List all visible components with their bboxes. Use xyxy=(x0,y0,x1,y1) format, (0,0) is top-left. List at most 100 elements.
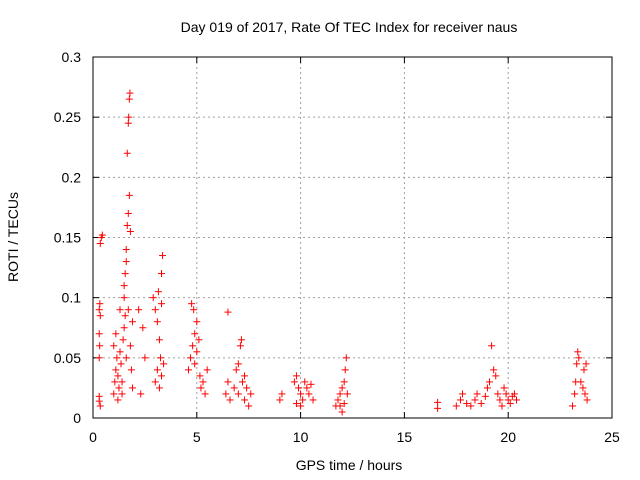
data-point xyxy=(98,231,106,239)
data-point xyxy=(125,95,133,103)
data-point xyxy=(191,360,199,368)
data-point xyxy=(153,366,161,374)
data-point xyxy=(201,390,209,398)
data-point xyxy=(488,342,496,350)
x-tick-label: 5 xyxy=(193,429,201,445)
data-point xyxy=(241,396,249,404)
data-point xyxy=(126,227,134,235)
x-tick-label: 0 xyxy=(89,429,97,445)
data-point xyxy=(126,89,134,97)
data-point xyxy=(494,390,502,398)
data-point xyxy=(96,402,104,410)
data-point xyxy=(571,390,579,398)
data-point xyxy=(141,354,149,362)
data-point xyxy=(151,378,159,386)
data-point xyxy=(573,360,581,368)
data-point xyxy=(340,400,348,408)
x-tick-label: 10 xyxy=(293,429,309,445)
data-point xyxy=(292,372,300,380)
data-point xyxy=(196,372,204,380)
data-point xyxy=(137,390,145,398)
data-point xyxy=(341,366,349,374)
data-point xyxy=(128,384,136,392)
data-point xyxy=(112,330,120,338)
data-point xyxy=(110,390,118,398)
data-point xyxy=(500,384,508,392)
data-point xyxy=(498,402,506,410)
data-point xyxy=(343,390,351,398)
data-point xyxy=(154,288,162,296)
data-point xyxy=(243,384,251,392)
data-point xyxy=(126,342,134,350)
data-point xyxy=(303,384,311,392)
data-point xyxy=(583,396,591,404)
data-point xyxy=(580,366,588,374)
data-point xyxy=(116,348,124,356)
data-point xyxy=(114,372,122,380)
data-point xyxy=(579,384,587,392)
data-point xyxy=(506,400,514,408)
data-point xyxy=(463,400,471,408)
data-point xyxy=(149,294,157,302)
data-point xyxy=(241,372,249,380)
data-point xyxy=(193,348,201,356)
data-point xyxy=(120,294,128,302)
data-point xyxy=(338,408,346,416)
data-point xyxy=(490,366,498,374)
data-point xyxy=(237,336,245,344)
data-point xyxy=(124,119,132,127)
data-point xyxy=(477,400,485,408)
data-point xyxy=(193,318,201,326)
data-point xyxy=(224,308,232,316)
data-point xyxy=(581,390,589,398)
data-point xyxy=(153,318,161,326)
data-point xyxy=(222,390,230,398)
data-point xyxy=(338,384,346,392)
data-point xyxy=(575,354,583,362)
data-point xyxy=(121,312,129,320)
data-point xyxy=(471,396,479,404)
data-point xyxy=(301,378,309,386)
data-point xyxy=(336,390,344,398)
data-point xyxy=(297,402,305,410)
data-point xyxy=(116,306,124,314)
y-tick-label: 0.1 xyxy=(62,290,82,306)
data-point xyxy=(232,366,240,374)
data-point xyxy=(119,336,127,344)
data-point xyxy=(96,240,104,248)
y-axis-label: ROTI / TECUs xyxy=(5,192,21,282)
data-point xyxy=(127,366,135,374)
data-point xyxy=(452,402,460,410)
data-point xyxy=(245,402,253,410)
data-point xyxy=(236,342,244,350)
y-tick-label: 0.3 xyxy=(62,49,82,65)
data-point xyxy=(110,342,118,350)
data-point xyxy=(96,312,104,320)
data-point xyxy=(276,396,284,404)
data-point xyxy=(121,270,129,278)
data-point xyxy=(569,402,577,410)
data-point xyxy=(122,258,130,266)
y-tick-label: 0.05 xyxy=(54,350,81,366)
data-point xyxy=(124,209,132,217)
data-point xyxy=(292,400,300,408)
data-point xyxy=(187,354,195,362)
data-point xyxy=(481,392,489,400)
data-point xyxy=(295,384,303,392)
data-point xyxy=(188,300,196,308)
data-point xyxy=(342,354,350,362)
data-point xyxy=(135,306,143,314)
data-point xyxy=(114,396,122,404)
data-point xyxy=(96,342,104,350)
data-point xyxy=(122,246,130,254)
data-point xyxy=(278,390,286,398)
y-tick-label: 0.15 xyxy=(54,230,81,246)
data-point xyxy=(199,378,207,386)
y-axis-ticks: 0 0.05 0.1 0.15 0.2 0.25 0.3 xyxy=(54,49,612,426)
data-point xyxy=(96,300,104,308)
data-point xyxy=(191,330,199,338)
data-point xyxy=(158,372,166,380)
data-point xyxy=(159,252,167,260)
data-point xyxy=(334,396,342,404)
